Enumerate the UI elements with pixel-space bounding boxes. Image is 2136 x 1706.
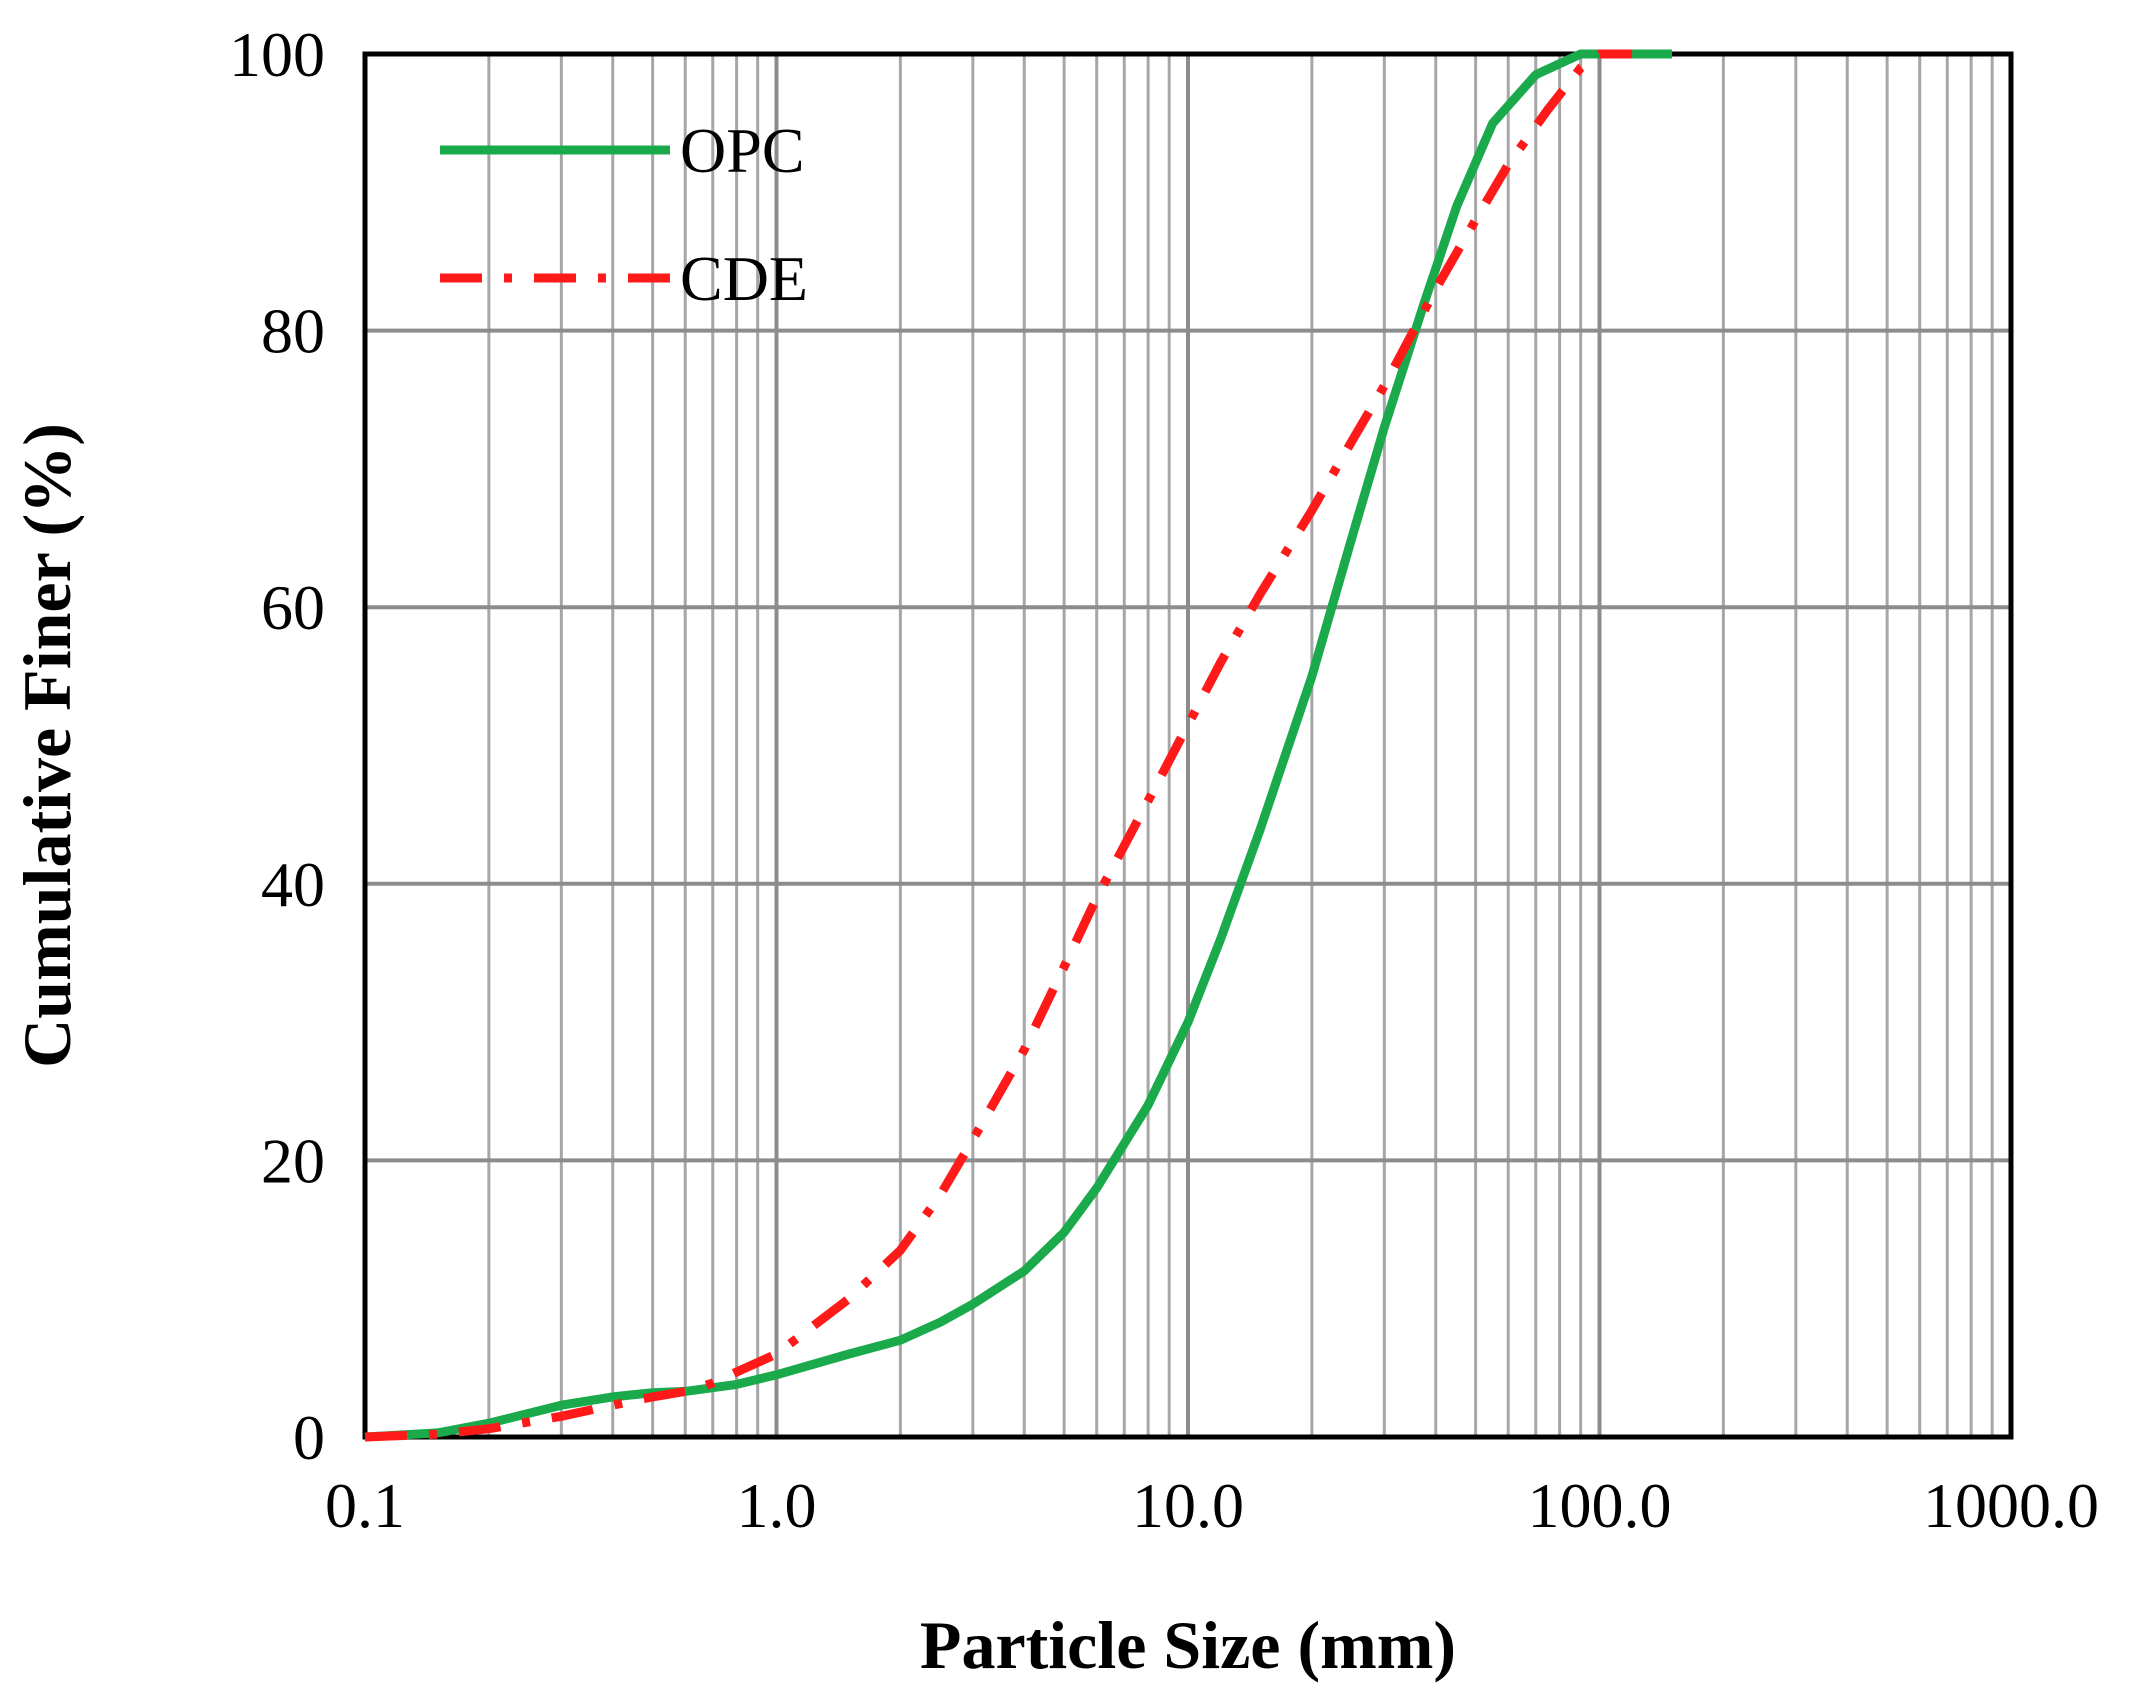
x-tick-label: 0.1 (325, 1470, 405, 1541)
legend-label-opc: OPC (680, 115, 805, 186)
x-tick-label: 1.0 (737, 1470, 817, 1541)
x-tick-label: 100.0 (1528, 1470, 1672, 1541)
y-tick-label: 100 (229, 19, 325, 90)
y-tick-label: 20 (261, 1125, 325, 1196)
y-tick-label: 60 (261, 572, 325, 643)
y-tick-label: 80 (261, 296, 325, 367)
x-axis-title: Particle Size (mm) (920, 1607, 1456, 1683)
x-tick-labels: 0.1 1.0 10.0 100.0 1000.0 (325, 1470, 2099, 1541)
plot-area-frame (362, 51, 2014, 1440)
minor-gridlines (487, 54, 1994, 1437)
y-tick-label: 0 (293, 1402, 325, 1473)
series-line-cde (364, 49, 1633, 1442)
legend: OPC CDE (440, 115, 808, 314)
x-tick-label: 10.0 (1132, 1470, 1244, 1541)
series-layer (364, 49, 1672, 1442)
y-tick-label: 40 (261, 849, 325, 920)
y-axis-title: Cumulative Finer (%) (9, 423, 85, 1068)
legend-label-cde: CDE (680, 243, 808, 314)
x-tick-label: 1000.0 (1923, 1470, 2099, 1541)
y-tick-labels: 0 20 40 60 80 100 (229, 19, 325, 1473)
series-line-opc (364, 49, 1672, 1442)
